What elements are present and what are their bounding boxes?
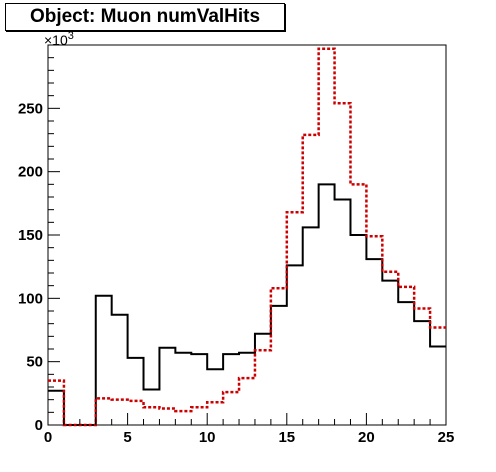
x-tick-label: 20 (358, 429, 375, 446)
x-tick-label: 15 (278, 429, 295, 446)
plot-frame (47, 44, 447, 426)
series-2-line (48, 47, 446, 427)
series-layer (48, 47, 446, 427)
y-tick-label: 0 (35, 417, 43, 434)
y-axis-exponent: ×103 (44, 30, 74, 48)
chart-title: Object: Muon numValHits (5, 3, 285, 31)
plot-area-frame (47, 44, 447, 426)
x-tick-label: 10 (199, 429, 216, 446)
y-axis-exponent-power: 3 (68, 30, 74, 42)
y-tick-label: 250 (18, 100, 43, 117)
y-tick-label: 150 (18, 227, 43, 244)
x-tick-label: 0 (44, 429, 52, 446)
chart-title-text: Object: Muon numValHits (29, 6, 261, 27)
x-tick-label: 5 (123, 429, 131, 446)
y-tick-label: 200 (18, 164, 43, 181)
x-tick-label: 25 (438, 429, 455, 446)
y-tick-label: 50 (26, 354, 43, 371)
y-tick-label: 100 (18, 290, 43, 307)
